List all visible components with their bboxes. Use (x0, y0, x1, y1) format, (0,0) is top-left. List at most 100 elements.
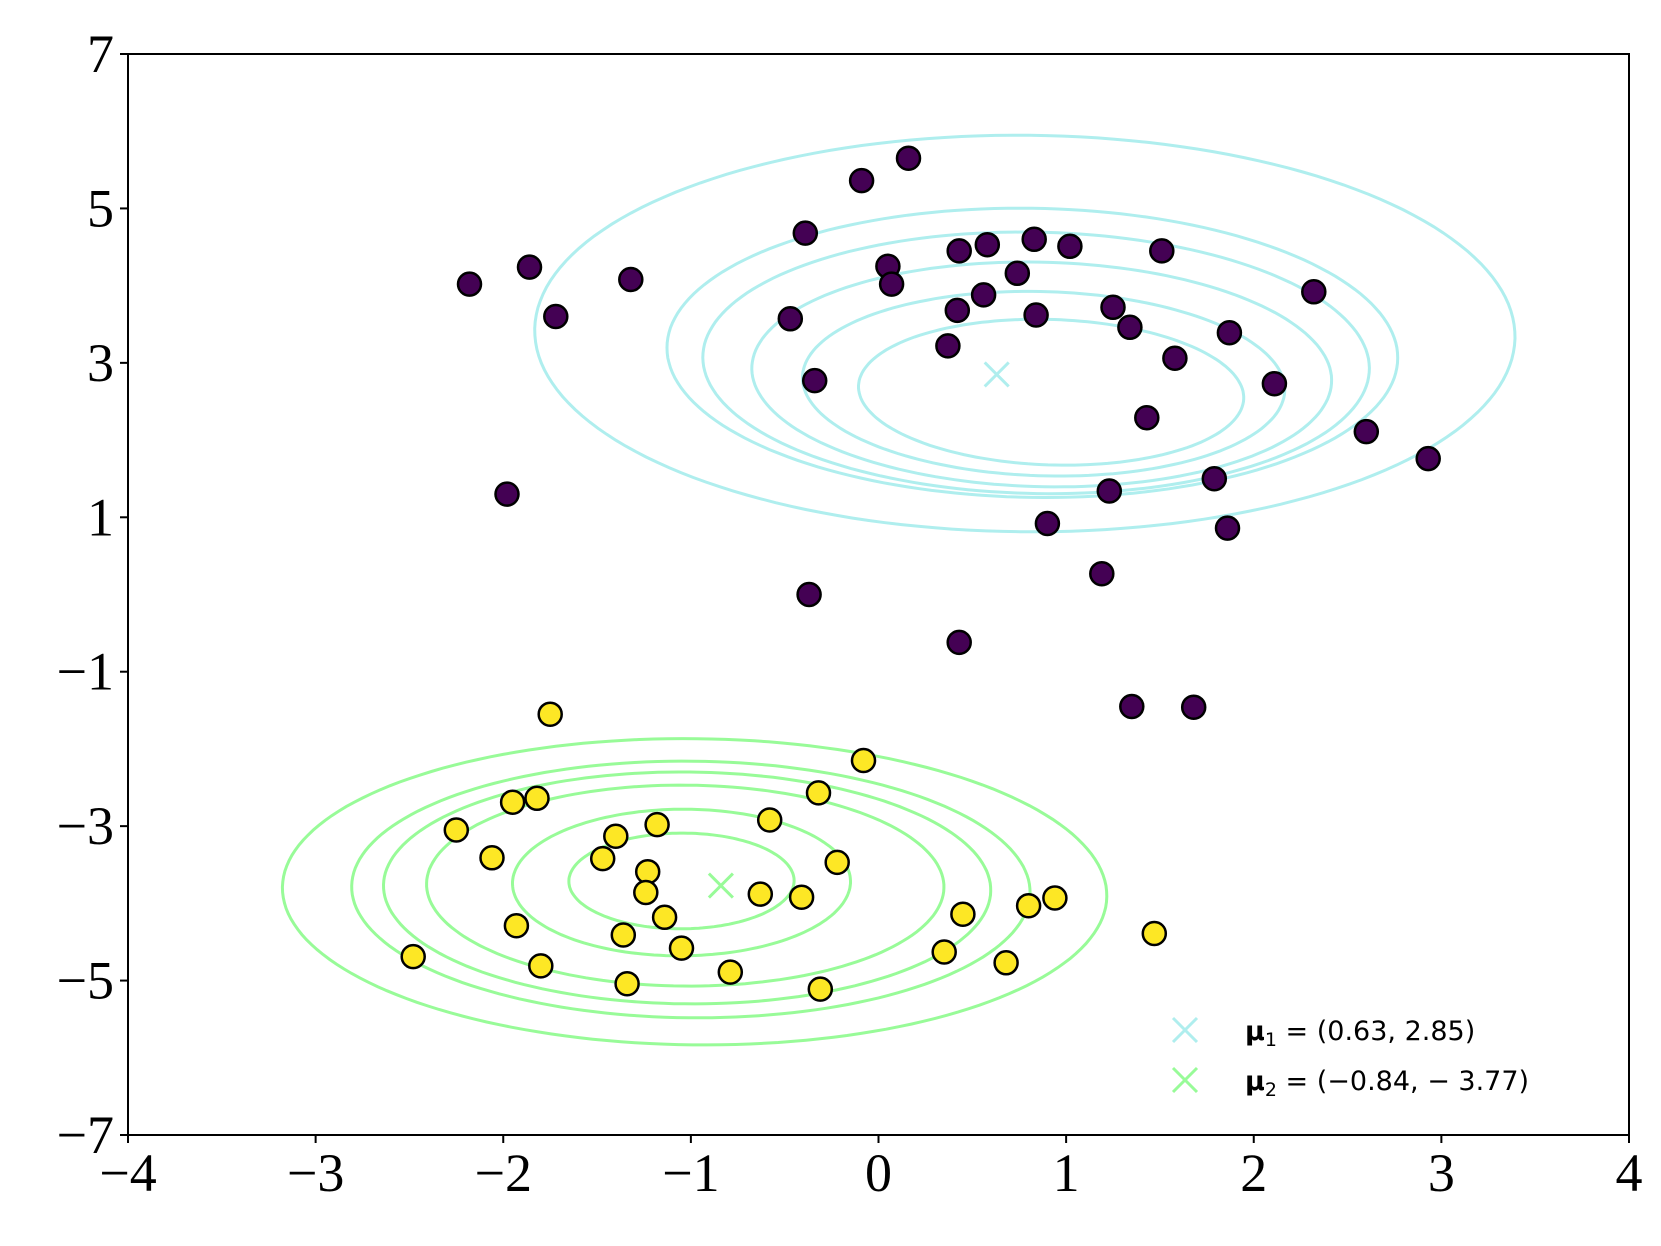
y-tick-label: −7 (57, 1105, 114, 1165)
point-cluster2-28 (993, 950, 1019, 976)
y-tick-label: 5 (87, 178, 114, 238)
point-cluster2-25 (931, 939, 957, 965)
contour-2-level-3 (425, 783, 946, 988)
x-tick-label: 3 (1428, 1143, 1455, 1203)
point-cluster1-12 (801, 367, 828, 394)
point-cluster2-1 (537, 701, 563, 727)
point-cluster1-23 (1100, 294, 1126, 321)
point-cluster2-14 (633, 879, 659, 906)
point-cluster2-4 (499, 789, 526, 815)
legend-entry-1: μ1 = (0.63, 2.85) (1171, 1016, 1475, 1051)
legend-marker-1 (1171, 1016, 1199, 1044)
point-cluster1-37 (1089, 560, 1115, 587)
point-cluster1-40 (1180, 694, 1207, 720)
x-tick-label: 1 (1053, 1143, 1080, 1203)
point-cluster2-27 (528, 953, 554, 979)
y-tick-label: −5 (57, 951, 114, 1011)
point-cluster1-13 (796, 581, 822, 608)
point-cluster1-11 (777, 306, 804, 332)
point-cluster1-6 (848, 167, 875, 194)
point-cluster1-24 (1117, 314, 1143, 341)
point-cluster2-10 (479, 845, 505, 871)
contour-1-level-5 (665, 206, 1400, 500)
contour-1-level-1 (857, 317, 1246, 467)
point-cluster1-22 (935, 333, 961, 359)
legend: μ1 = (0.63, 2.85) μ2 = (−0.84, − 3.77) (1171, 1016, 1529, 1101)
x-tick-label: −1 (662, 1143, 719, 1203)
legend-marker-2 (1171, 1066, 1199, 1094)
point-cluster2-26 (400, 943, 426, 970)
point-cluster1-39 (1119, 693, 1145, 720)
x-tick-label: 4 (1616, 1143, 1643, 1203)
point-cluster1-10 (878, 271, 905, 297)
point-cluster1-27 (1216, 319, 1243, 346)
point-cluster2-6 (443, 817, 470, 843)
point-cluster1-34 (1096, 478, 1123, 504)
point-cluster2-20 (651, 904, 678, 931)
data-point-layer (400, 145, 1441, 1002)
point-cluster2-30 (614, 970, 640, 997)
point-cluster1-3 (543, 303, 569, 330)
contour-layer (280, 133, 1517, 1047)
mean-marker-1 (983, 361, 1010, 388)
contour-2-level-4 (381, 770, 993, 1006)
contour-2-level-5 (350, 759, 1032, 1020)
point-cluster2-21 (503, 912, 530, 939)
point-cluster1-31 (1353, 418, 1380, 445)
point-cluster1-28 (1301, 279, 1327, 305)
point-cluster2-17 (1042, 885, 1068, 911)
point-cluster2-31 (807, 976, 834, 1002)
x-tick-label: −2 (475, 1143, 532, 1203)
contour-2-level-6 (280, 737, 1109, 1047)
x-axis: −4 −3 −2 −1 0 1 2 3 4 (99, 1135, 1643, 1203)
contour-2-level-1 (567, 831, 796, 931)
point-cluster1-17 (1057, 233, 1083, 260)
y-tick-label: 3 (87, 333, 114, 393)
point-cluster1-15 (974, 231, 1001, 258)
point-cluster2-18 (1015, 892, 1042, 919)
point-cluster2-16 (788, 884, 815, 910)
mean-marker-2 (707, 872, 734, 899)
y-tick-label: 7 (87, 24, 114, 84)
contour-2-level-2 (511, 807, 852, 958)
point-cluster1-32 (1415, 445, 1441, 472)
point-cluster1-38 (946, 629, 972, 656)
point-cluster1-26 (1162, 345, 1188, 371)
point-cluster2-19 (950, 901, 976, 927)
legend-label-2: μ2 = (−0.84, − 3.77) (1245, 1066, 1529, 1101)
point-cluster2-22 (610, 922, 637, 948)
y-tick-label: 1 (87, 487, 114, 547)
point-cluster1-14 (946, 238, 972, 264)
x-tick-label: −3 (287, 1143, 344, 1203)
point-cluster1-1 (456, 271, 483, 297)
point-cluster1-33 (1201, 465, 1228, 492)
contour-1-level-4 (701, 230, 1371, 496)
point-cluster2-15 (747, 881, 774, 907)
point-cluster2-24 (668, 935, 695, 961)
x-tick-label: 2 (1240, 1143, 1267, 1203)
point-cluster1-18 (1004, 260, 1031, 287)
point-cluster1-25 (1149, 238, 1175, 264)
x-tick-label: 0 (865, 1143, 892, 1203)
point-cluster2-3 (805, 780, 832, 806)
y-axis: −7 −5 −3 −1 1 3 5 7 (57, 24, 128, 1165)
point-cluster2-29 (717, 959, 744, 985)
point-cluster1-20 (944, 297, 971, 324)
contour-1-level-6 (533, 133, 1517, 534)
point-cluster1-30 (1134, 404, 1160, 431)
y-tick-label: −1 (57, 642, 114, 702)
point-cluster1-19 (970, 282, 997, 308)
y-tick-label: −3 (57, 796, 114, 856)
point-cluster2-2 (850, 747, 877, 774)
contour-1-level-3 (750, 260, 1334, 489)
point-cluster2-8 (644, 811, 670, 838)
point-cluster1-29 (1261, 370, 1288, 397)
point-cluster2-9 (756, 807, 783, 833)
point-cluster1-16 (1021, 226, 1047, 253)
point-cluster2-11 (589, 845, 616, 872)
point-cluster2-13 (634, 858, 661, 885)
point-cluster1-36 (1214, 515, 1241, 541)
point-cluster2-5 (524, 785, 550, 812)
